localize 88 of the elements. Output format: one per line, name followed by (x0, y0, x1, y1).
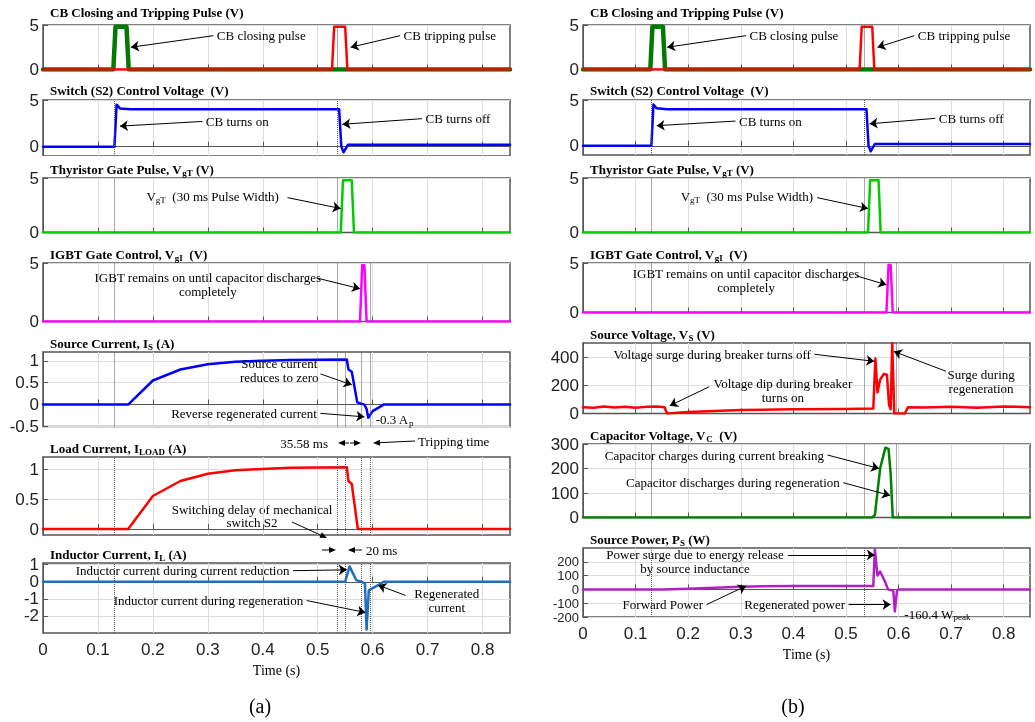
y-tick-label: 0 (29, 60, 39, 79)
y-tick-label: 0 (569, 136, 579, 156)
annotation: Regenerated power (744, 597, 846, 613)
annotation: Inductor current during regeneration (113, 593, 304, 609)
y-tick-label: 0 (569, 60, 579, 79)
y-tick-label: 300 (550, 434, 579, 454)
y-tick-label: 0 (29, 519, 39, 539)
y-tick-label: 400 (550, 347, 579, 367)
y-tick-label: 5 (29, 90, 39, 110)
x-axis-title: Time (s) (252, 662, 301, 679)
x-tick-label: 0.6 (886, 624, 911, 643)
y-tick-label: 5 (29, 168, 39, 188)
y-tick-label: -1 (23, 589, 39, 609)
y-tick-label: 200 (550, 375, 579, 395)
chart-title: Switch (S2) Control Voltage (V) (590, 83, 769, 98)
x-tick-label: 0.1 (623, 624, 648, 643)
y-tick-label: 0.5 (15, 373, 39, 393)
y-tick-label: 100 (557, 568, 579, 584)
y-tick-label: -100 (552, 595, 579, 611)
annotation: CB tripping pulse (917, 28, 1011, 44)
y-tick-label: 5 (569, 15, 579, 35)
text: 35.58 ms (280, 435, 328, 451)
y-tick-label: 200 (550, 459, 579, 478)
text: 20 ms (366, 542, 398, 558)
annotation: CB closing pulse (749, 28, 839, 44)
annotation: Capacitor charges during current breaking (604, 447, 825, 463)
annotation: CB turns off (425, 111, 492, 127)
annotation: Forward Power (622, 597, 704, 613)
annotation: Surge during regeneration (947, 366, 1016, 396)
y-tick-label: 0 (29, 572, 39, 592)
annotation: Power surge due to energy release by source inductance (606, 546, 784, 576)
y-tick-label: 0.5 (15, 489, 39, 509)
annotation: Voltage surge during breaker turns off (613, 346, 812, 362)
x-tick-label: 0.3 (196, 640, 220, 659)
x-tick-label: 0.6 (360, 640, 385, 659)
y-tick-label: 0 (29, 395, 39, 415)
annotation: Regenerated current (414, 586, 480, 616)
y-tick-label: 5 (569, 168, 579, 188)
annotation: Voltage dip during breaker turns on (713, 376, 853, 406)
annotation: CB closing pulse (216, 28, 306, 44)
x-tick-label: 0.8 (991, 624, 1016, 643)
y-tick-label: -200 (552, 609, 579, 625)
annotation: Inductor current during current reduction (75, 563, 290, 579)
y-tick-label: 0 (29, 137, 39, 157)
annotation: CB tripping pulse (403, 28, 497, 44)
annotation: CB turns off (938, 110, 1005, 126)
y-tick-label: 0 (29, 312, 39, 331)
annotation: Reverse regenerated current (171, 405, 318, 421)
chart-title: CB Closing and Tripping Pulse (V) (590, 5, 784, 20)
y-tick-label: 1 (29, 351, 39, 371)
text: Tripping time (418, 433, 490, 449)
y-tick-label: 0 (569, 303, 579, 322)
y-tick-label: 0 (569, 404, 579, 423)
y-tick-label: 1 (29, 555, 39, 575)
x-tick-label: 0.7 (415, 640, 440, 659)
y-tick-label: 0 (29, 223, 39, 242)
annotation: Capacitor discharges during regeneration (625, 475, 841, 491)
y-tick-label: 5 (569, 253, 579, 273)
x-axis-title: Time (s) (782, 646, 831, 663)
x-tick-label: 0.1 (86, 640, 110, 659)
x-tick-label: 0.2 (141, 640, 165, 659)
annotation: CB turns on (205, 113, 270, 129)
y-tick-label: -2 (23, 606, 39, 626)
x-tick-label: 0.4 (781, 624, 806, 643)
x-tick-label: 0.5 (305, 640, 330, 659)
annotation: IGBT remains on until capacitor discharges completely (94, 269, 322, 299)
x-tick-label: 0.7 (939, 624, 963, 643)
y-tick-label: 0 (569, 508, 579, 527)
x-tick-label: 0.8 (470, 640, 495, 659)
chart-title: Switch (S2) Control Voltage (V) (50, 83, 229, 98)
x-tick-label: 0.5 (834, 624, 858, 643)
y-tick-label: 100 (550, 483, 579, 503)
x-tick-label: 0.2 (676, 624, 700, 643)
x-tick-label: 0.3 (728, 624, 753, 643)
text: (b) (781, 695, 805, 718)
x-tick-label: 0.4 (250, 640, 275, 659)
chart-title: CB Closing and Tripping Pulse (V) (50, 5, 244, 20)
y-tick-label: 5 (29, 15, 39, 35)
y-tick-label: 5 (29, 253, 39, 273)
y-tick-label: -0.5 (9, 417, 39, 436)
annotation: CB turns on (739, 113, 803, 129)
y-tick-label: 5 (569, 90, 579, 110)
y-tick-label: 0 (571, 581, 579, 597)
y-tick-label: 0 (569, 223, 579, 242)
annotation: IGBT remains on until capacitor discharges completely (632, 266, 860, 296)
y-tick-label: 200 (557, 554, 579, 570)
y-tick-label: 1 (29, 459, 39, 479)
text: (a) (248, 695, 272, 718)
